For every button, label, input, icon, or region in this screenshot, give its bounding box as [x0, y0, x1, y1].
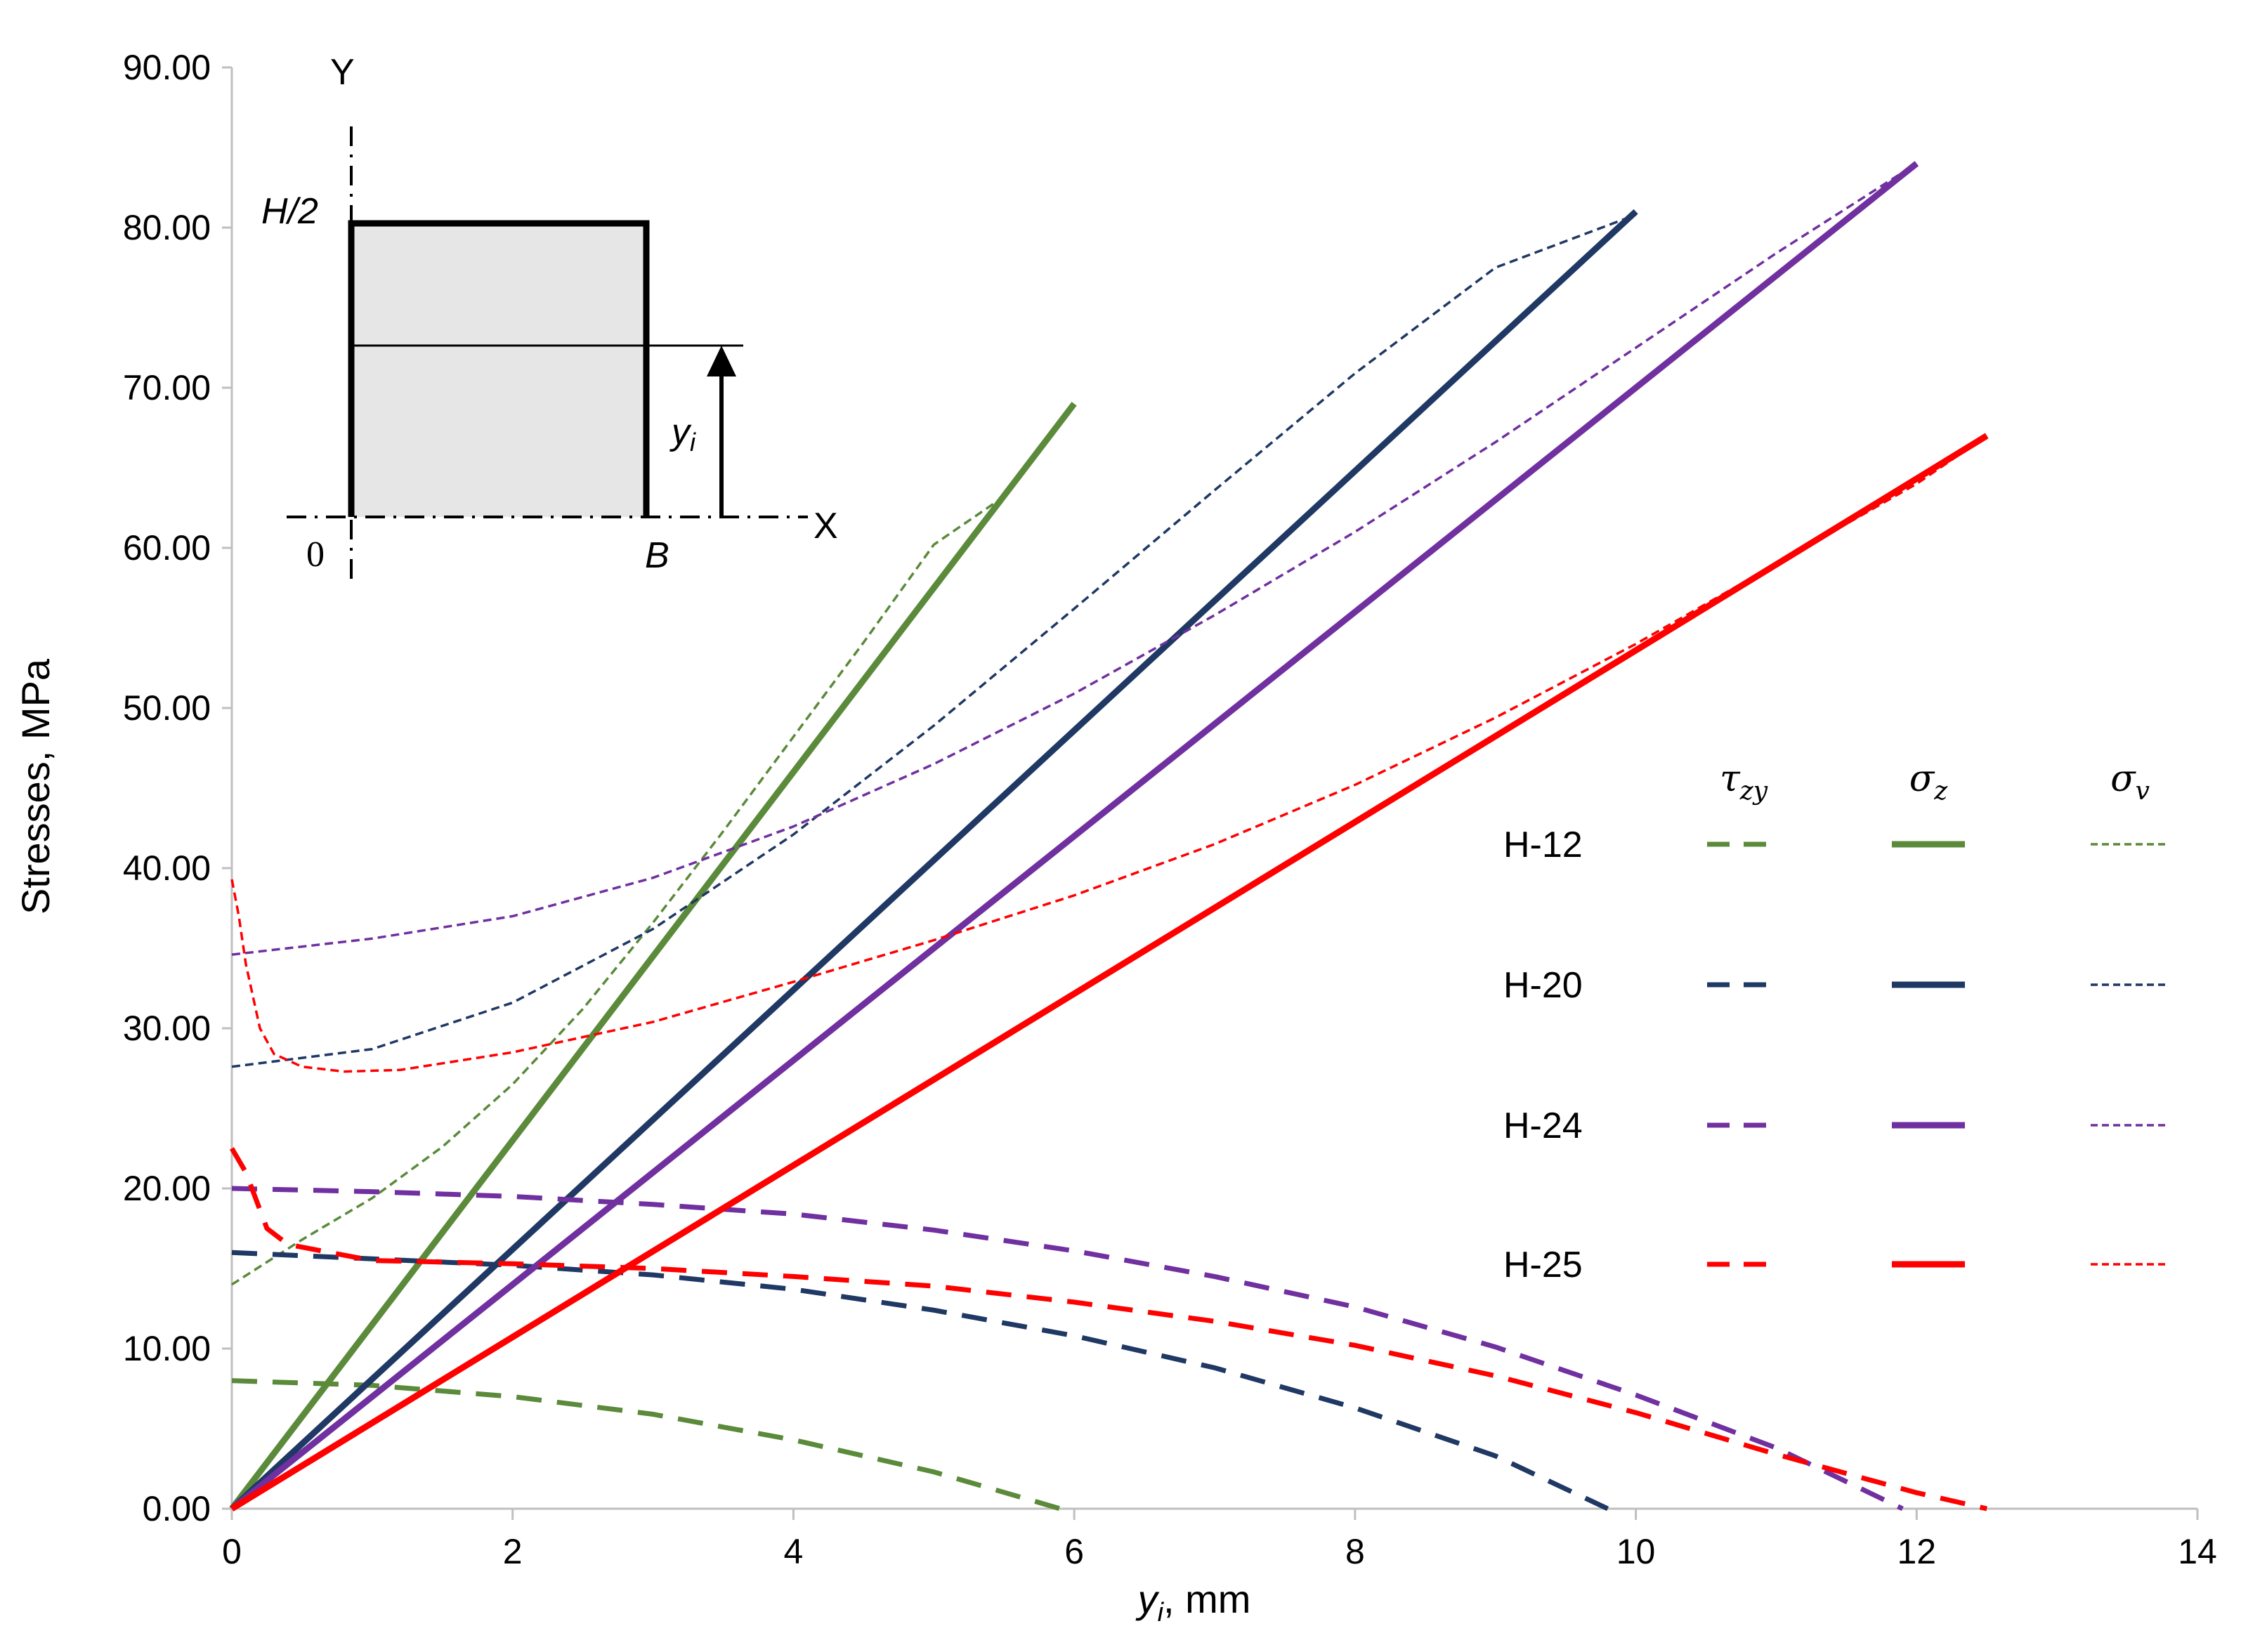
legend-column-header: σz [1909, 758, 1949, 806]
y-axis-title: Stresses, MPa [13, 658, 58, 914]
y-tick-label: 20.00 [123, 1169, 211, 1208]
series-h-25-sigma-z-line [230, 433, 1989, 1512]
inset-width-label: B [645, 535, 669, 576]
legend-row-label: H-24 [1503, 1106, 1583, 1146]
x-tick-label: 14 [2178, 1532, 2217, 1571]
series-h-20-sigma-v-line [231, 214, 1637, 1068]
y-tick-label: 50.00 [123, 688, 211, 728]
x-tick-label: 12 [1897, 1532, 1936, 1571]
coordinate-arrow-head [707, 346, 736, 376]
x-tick-label: 4 [784, 1532, 804, 1571]
legend: τzy σz σv H-12 H-20 H-24 H-25 [1503, 758, 2169, 1285]
series-lines [229, 161, 1989, 1512]
x-axis-title-sub: i [1158, 1598, 1165, 1627]
inset-origin-label: 0 [306, 535, 325, 575]
y-tick-label: 10.00 [123, 1329, 211, 1368]
x-axis-title-var: y [1135, 1577, 1160, 1621]
y-tick-label: 80.00 [123, 208, 211, 247]
x-axis-title: yi, mm [1135, 1577, 1251, 1627]
series-h-12-tau-zy-line [231, 1378, 1061, 1512]
legend-row-label: H-12 [1503, 825, 1583, 865]
cross-section-fill [351, 223, 646, 517]
y-axis-ticks: 0.00 10.00 20.00 30.00 40.00 50.00 60.00 70.00 8… [123, 48, 232, 1528]
inset-y-label: Y [330, 52, 355, 93]
axes [230, 67, 2197, 1510]
series-h-24-sigma-z-line [230, 161, 1919, 1512]
legend-column-header: σv [2110, 758, 2150, 806]
y-tick-label: 30.00 [123, 1009, 211, 1048]
inset-half-height-label: H/2 [261, 191, 318, 232]
series-h-24-sigma-v-line [231, 162, 1918, 956]
inset-coordinate-label: yi [669, 412, 696, 457]
legend-row-label: H-25 [1503, 1245, 1583, 1285]
series-h-12-sigma-v-line [231, 495, 1005, 1286]
y-tick-label: 40.00 [123, 848, 211, 888]
legend-column-header: τzy [1720, 758, 1768, 806]
y-tick-label: 0.00 [143, 1489, 211, 1528]
inset-coordinate-sub: i [690, 428, 696, 457]
y-tick-label: 70.00 [123, 368, 211, 407]
x-tick-label: 8 [1345, 1532, 1365, 1571]
x-tick-label: 6 [1064, 1532, 1084, 1571]
inset-coordinate-var: y [669, 412, 692, 452]
legend-row-label: H-20 [1503, 965, 1583, 1006]
series-h-24-tau-zy-line [231, 1186, 1904, 1512]
cross-section-inset: Y X 0 H/2 B yi [261, 52, 838, 583]
series-h-12-sigma-z-line [229, 402, 1077, 1511]
series-h-25-tau-zy-line [229, 1147, 1987, 1512]
x-tick-label: 2 [503, 1532, 523, 1571]
y-tick-label: 60.00 [123, 528, 211, 568]
series-h-20-tau-zy-line [231, 1250, 1609, 1512]
x-tick-label: 10 [1616, 1532, 1656, 1571]
x-axis-title-unit: , mm [1163, 1577, 1250, 1621]
series-h-20-sigma-z-line [229, 209, 1638, 1512]
x-tick-label: 0 [222, 1532, 242, 1571]
inset-x-label: X [814, 506, 838, 546]
x-axis-ticks: 0 2 4 6 8 10 12 14 [222, 1509, 2217, 1571]
y-tick-label: 90.00 [123, 48, 211, 87]
